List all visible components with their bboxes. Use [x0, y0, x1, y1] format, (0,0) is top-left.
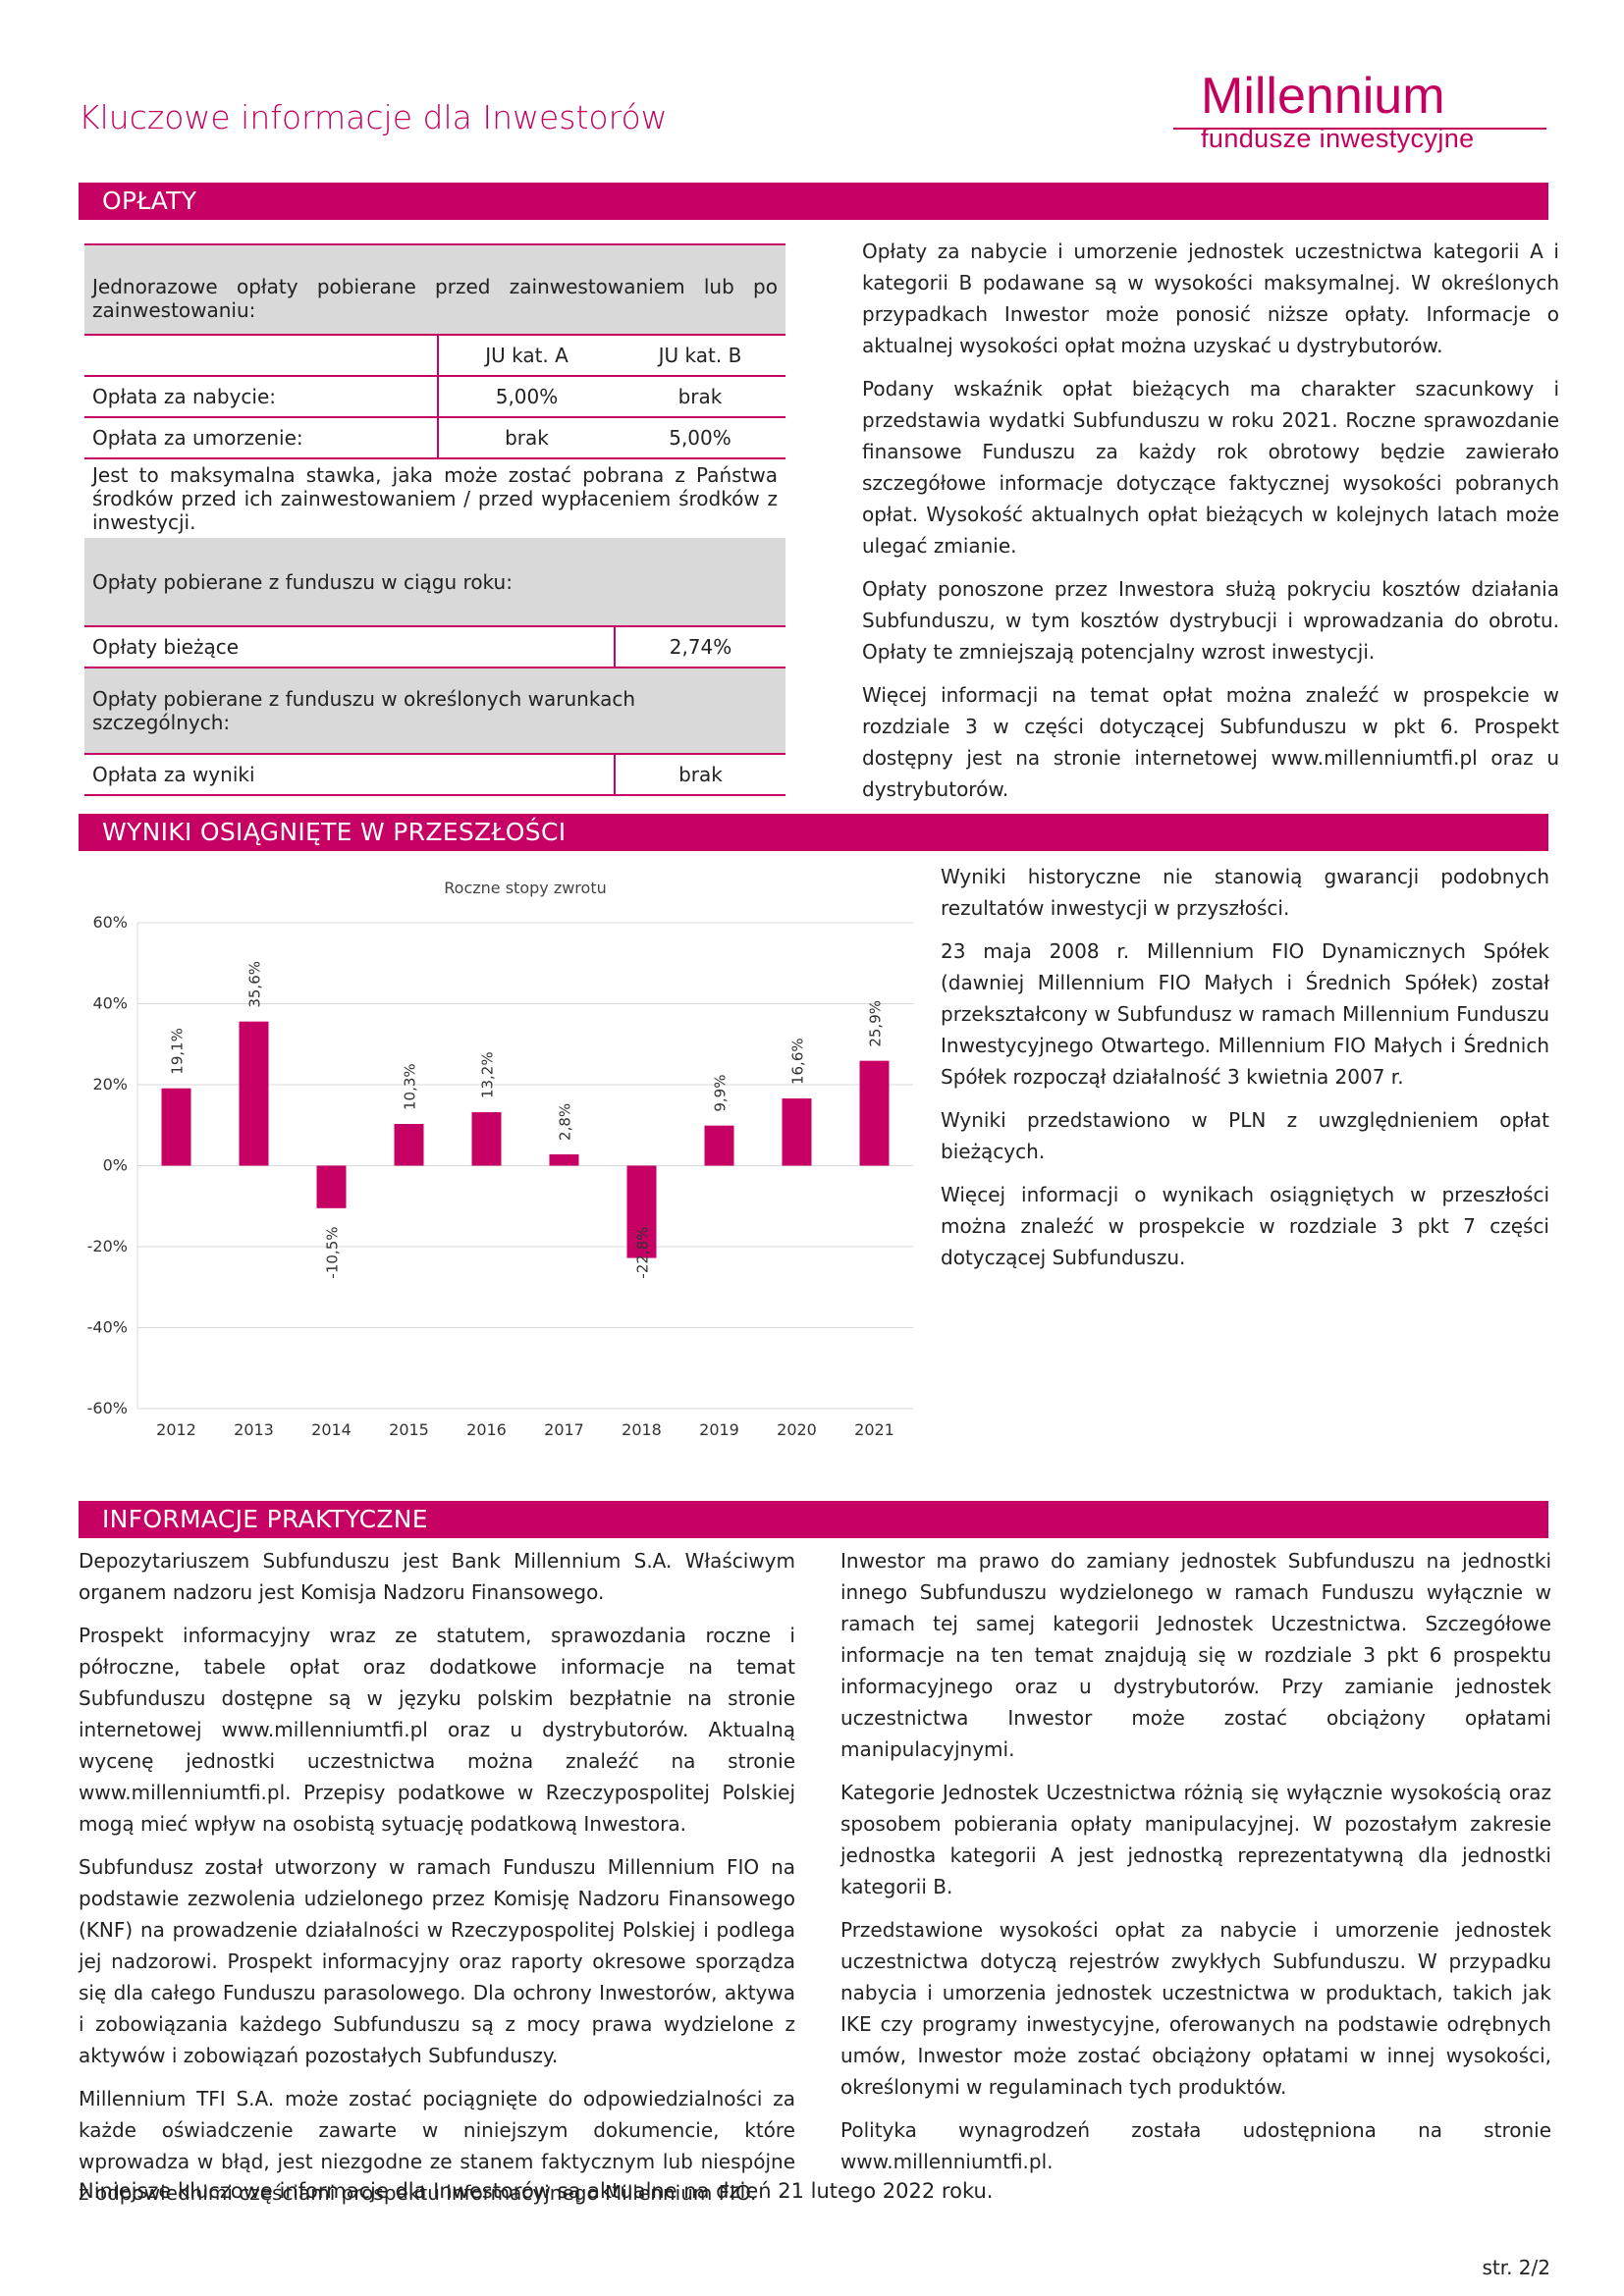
y-tick-label: 40% — [92, 994, 128, 1013]
fees-yearly-heading: Opłaty pobierane z funduszu w ciągu roku… — [84, 538, 785, 626]
fees-exit-label: Opłata za umorzenie: — [84, 416, 439, 458]
fees-max-note: Jest to maksymalna stawka, jaka może zos… — [84, 457, 785, 538]
x-tick-label: 2018 — [622, 1420, 662, 1439]
practical-paragraph: Depozytariuszem Subfunduszu jest Bank Mi… — [79, 1549, 795, 1604]
fees-entry-a: 5,00% — [438, 375, 615, 417]
bar — [316, 1165, 347, 1208]
bar — [782, 1098, 812, 1166]
fees-text-paragraph: Opłaty za nabycie i umorzenie jednostek … — [862, 240, 1559, 357]
bar-value-label: 13,2% — [479, 1051, 497, 1098]
y-tick-label: 20% — [92, 1075, 128, 1094]
x-tick-label: 2013 — [234, 1420, 274, 1439]
footer-note: Niniejsze kluczowe informacje dla Inwest… — [79, 2179, 994, 2203]
fees-text-paragraph: Więcej informacji na temat opłat można z… — [862, 683, 1559, 801]
practical-paragraph: Millennium TFI S.A. może zostać pociągni… — [79, 2087, 795, 2205]
fees-ongoing-value: 2,74% — [615, 625, 785, 668]
practical-paragraph: Inwestor ma prawo do zamiany jednostek S… — [840, 1549, 1551, 1761]
x-tick-label: 2015 — [389, 1420, 429, 1439]
x-tick-label: 2020 — [777, 1420, 817, 1439]
section-performance-header: WYNIKI OSIĄGNIĘTE W PRZESZŁOŚCI — [79, 814, 1548, 851]
section-practical-header: INFORMACJE PRAKTYCZNE — [79, 1501, 1548, 1538]
returns-chart-svg: Roczne stopy zwrotu 60% 40% 20% 0% -20% -40% -6… — [87, 879, 913, 1439]
returns-chart: Roczne stopy zwrotu 60% 40% 20% 0% -20% -40% -6… — [79, 864, 933, 1453]
performance-text: Wyniki historyczne nie stanowią gwarancj… — [941, 861, 1549, 1285]
x-tick-label: 2016 — [466, 1420, 507, 1439]
fees-entry-label: Opłata za nabycie: — [84, 375, 439, 417]
x-tick-label: 2021 — [854, 1420, 894, 1439]
fees-table: Jednorazowe opłaty pobierane przed zainw… — [84, 243, 785, 796]
fees-one-off-heading: Jednorazowe opłaty pobierane przed zainw… — [84, 243, 785, 335]
practical-right-text: Inwestor ma prawo do zamiany jednostek S… — [840, 1545, 1551, 2189]
fees-columns-row: JU kat. A JU kat. B — [84, 334, 785, 376]
practical-paragraph: Kategorie Jednostek Uczestnictwa różnią … — [840, 1781, 1551, 1898]
bar — [704, 1125, 734, 1166]
fees-note-row: Jest to maksymalna stawka, jaka może zos… — [84, 457, 785, 538]
bar — [549, 1153, 579, 1166]
logo-underline — [1173, 128, 1546, 130]
x-tick-label: 2017 — [544, 1420, 584, 1439]
bar-value-label: 35,6% — [246, 961, 264, 1008]
practical-paragraph: Subfundusz został utworzony w ramach Fun… — [79, 1855, 795, 2067]
fees-col-b: JU kat. B — [615, 334, 785, 376]
bar-value-label: 25,9% — [867, 1000, 885, 1047]
performance-text-paragraph: Wyniki historyczne nie stanowią gwarancj… — [941, 865, 1549, 920]
bar-value-label: 19,1% — [169, 1028, 187, 1075]
page-title: Kluczowe informacje dla Inwestorów — [79, 98, 668, 136]
fees-one-off-row: Jednorazowe opłaty pobierane przed zainw… — [84, 243, 785, 335]
x-tick-label: 2019 — [699, 1420, 739, 1439]
bar-value-label: 2,8% — [557, 1103, 574, 1141]
bar — [859, 1060, 890, 1166]
fees-col-a: JU kat. A — [438, 334, 615, 376]
y-tick-label: 60% — [92, 913, 128, 932]
practical-paragraph: Polityka wynagrodzeń została udostępnion… — [840, 2118, 1551, 2173]
fees-yearly-row: Opłaty pobierane z funduszu w ciągu roku… — [84, 538, 785, 626]
bar — [394, 1124, 424, 1166]
page-number: str. 2/2 — [1482, 2256, 1550, 2279]
fees-performance-row: Opłata za wyniki brak — [84, 753, 785, 796]
fees-text-paragraph: Opłaty ponoszone przez Inwestora służą p… — [862, 577, 1559, 664]
section-fees-header: OPŁATY — [79, 183, 1548, 220]
performance-text-paragraph: Więcej informacji o wynikach osiągniętyc… — [941, 1183, 1549, 1269]
x-tick-label: 2014 — [311, 1420, 352, 1439]
y-tick-label: -20% — [87, 1237, 128, 1255]
fees-special-heading: Opłaty pobierane z funduszu w określonyc… — [84, 667, 785, 754]
fees-entry-b: brak — [615, 375, 785, 417]
bar-value-label: 9,9% — [712, 1075, 730, 1112]
logo-subtitle: fundusze inwestycyjne — [1201, 124, 1475, 153]
fees-ongoing-label: Opłaty bieżące — [84, 625, 616, 668]
bar — [471, 1112, 502, 1166]
fees-exit-a: brak — [438, 416, 615, 458]
logo-name: Millennium — [1201, 68, 1445, 125]
bar-value-label: 16,6% — [789, 1038, 807, 1085]
performance-text-paragraph: 23 maja 2008 r. Millennium FIO Dynamiczn… — [941, 939, 1549, 1089]
y-tick-label: 0% — [103, 1156, 128, 1175]
fees-entry-row: Opłata za nabycie: 5,00% brak — [84, 375, 785, 417]
y-tick-label: -40% — [87, 1318, 128, 1337]
bar — [161, 1088, 191, 1166]
bar — [239, 1021, 269, 1166]
bar-value-label: 10,3% — [402, 1063, 419, 1110]
fees-text-paragraph: Podany wskaźnik opłat bieżących ma chara… — [862, 377, 1559, 558]
fees-special-row: Opłaty pobierane z funduszu w określonyc… — [84, 667, 785, 754]
practical-paragraph: Przedstawione wysokości opłat za nabycie… — [840, 1918, 1551, 2099]
x-tick-label: 2012 — [156, 1420, 196, 1439]
chart-title: Roczne stopy zwrotu — [444, 879, 606, 897]
bar-value-label: -10,5% — [324, 1227, 342, 1279]
fees-exit-row: Opłata za umorzenie: brak 5,00% — [84, 416, 785, 458]
millennium-logo: Millennium fundusze inwestycyjne — [1173, 67, 1546, 153]
fees-exit-b: 5,00% — [615, 416, 785, 458]
practical-paragraph: Prospekt informacyjny wraz ze statutem, … — [79, 1624, 795, 1836]
bar-value-label: -22,8% — [634, 1227, 652, 1279]
practical-left-text: Depozytariuszem Subfunduszu jest Bank Mi… — [79, 1545, 795, 2220]
y-tick-label: -60% — [87, 1399, 128, 1417]
fees-empty-cell — [84, 334, 439, 376]
fees-performance-label: Opłata za wyniki — [84, 753, 616, 796]
fees-text: Opłaty za nabycie i umorzenie jednostek … — [862, 236, 1559, 817]
fees-performance-value: brak — [615, 753, 785, 796]
performance-text-paragraph: Wyniki przedstawiono w PLN z uwzględnien… — [941, 1108, 1549, 1163]
fees-ongoing-row: Opłaty bieżące 2,74% — [84, 625, 785, 668]
bar — [626, 1165, 657, 1258]
